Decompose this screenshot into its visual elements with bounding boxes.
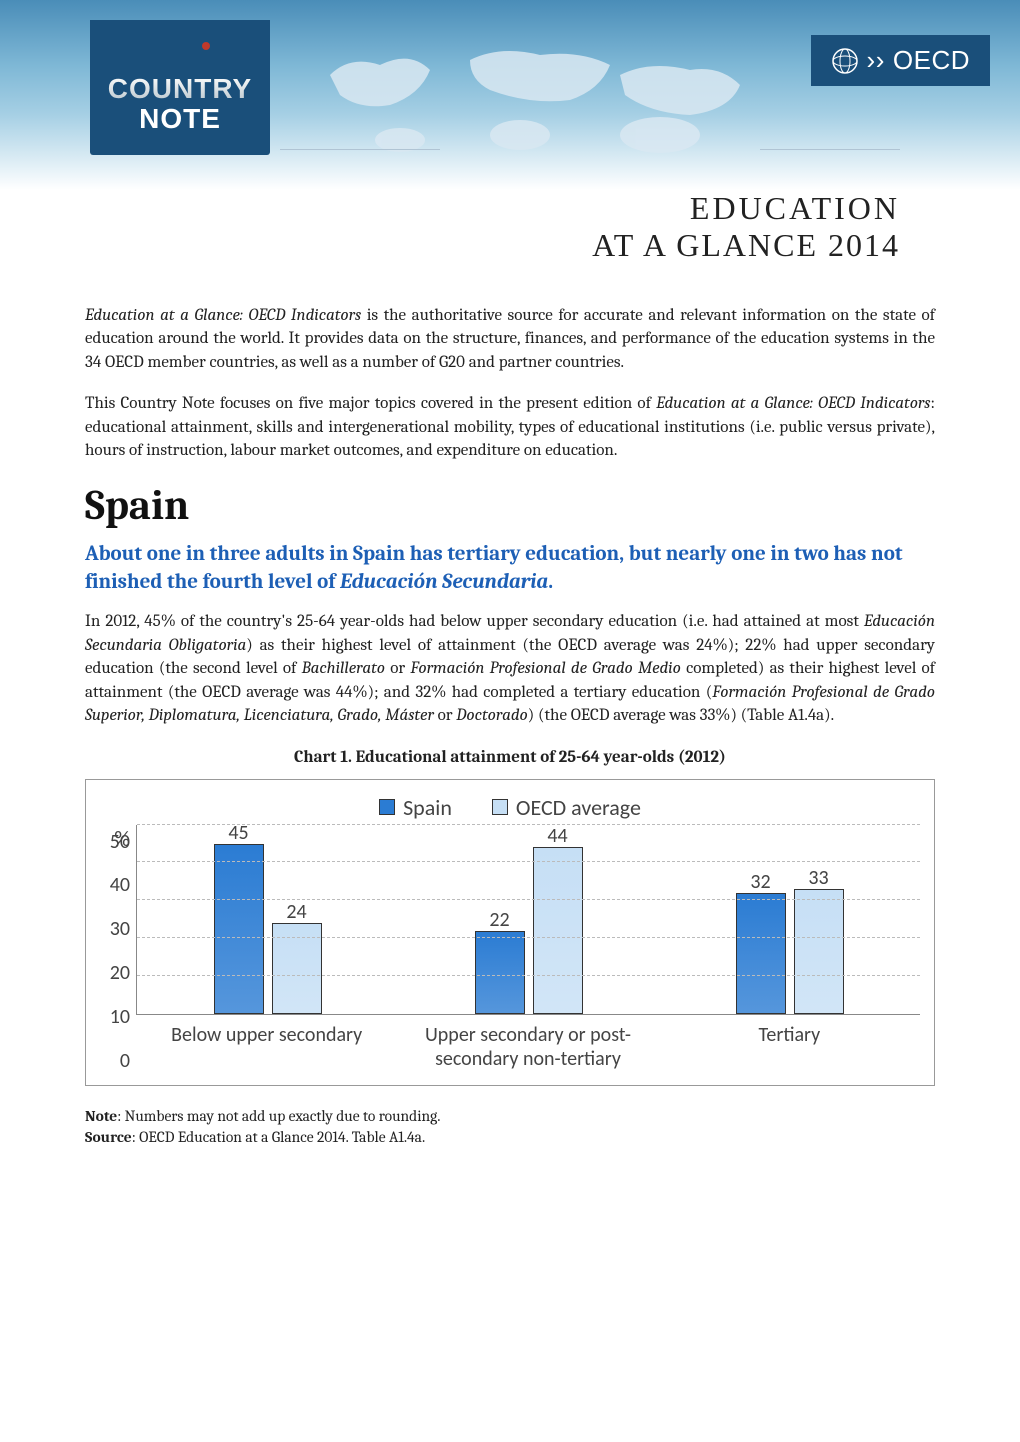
badge-line2: NOTE: [139, 105, 221, 133]
source-label: Source: [85, 1128, 132, 1146]
red-dot-icon: [202, 42, 210, 50]
badge-line1: COUNTRY: [108, 75, 252, 103]
x-axis-label: Upper secondary or post-secondary non-te…: [397, 1023, 658, 1071]
grid-line: [137, 861, 920, 862]
legend-item: Spain: [379, 794, 452, 821]
oecd-logo-badge: ›› OECD: [811, 35, 990, 86]
intro-paragraph-2: This Country Note focuses on five major …: [85, 392, 935, 462]
grid-line: [137, 937, 920, 938]
legend-label: OECD average: [516, 794, 641, 821]
chart-bar: 32: [736, 893, 786, 1014]
chart-bar: 22: [475, 931, 525, 1014]
x-axis-label: Tertiary: [659, 1023, 920, 1071]
grid-line: [137, 975, 920, 976]
chart-legend: Spain OECD average: [100, 794, 920, 821]
bar-value-label: 22: [476, 908, 524, 932]
bar-value-label: 33: [795, 866, 843, 890]
intro-paragraph-1: Education at a Glance: OECD Indicators i…: [85, 304, 935, 374]
note-label: Note: [85, 1107, 117, 1125]
chart-bar: 33: [794, 889, 844, 1014]
chart-footnote: Note: Numbers may not add up exactly due…: [85, 1106, 935, 1149]
bar-group: 45 24: [137, 825, 398, 1014]
country-note-badge: COUNTRY NOTE: [90, 20, 270, 155]
chart-bar: 45: [214, 844, 264, 1014]
bar-value-label: 32: [737, 870, 785, 894]
chart-bar: 44: [533, 847, 583, 1013]
oecd-chevrons-icon: ››: [867, 45, 885, 76]
grid-line: [137, 824, 920, 825]
divider-line: [760, 149, 900, 150]
section-heading: About one in three adults in Spain has t…: [85, 540, 935, 597]
world-map-icon: [320, 35, 750, 175]
bar-value-label: 24: [273, 900, 321, 924]
note-text: : Numbers may not add up exactly due to …: [117, 1107, 440, 1125]
legend-swatch-icon: [379, 799, 395, 815]
chart-title: Chart 1. Educational attainment of 25-64…: [85, 748, 935, 767]
bar-value-label: 44: [534, 824, 582, 848]
oecd-text: OECD: [893, 45, 970, 76]
body-paragraph: In 2012, 45% of the country's 25-64 year…: [85, 610, 935, 727]
x-axis-labels: Below upper secondaryUpper secondary or …: [136, 1023, 920, 1071]
bar-group: 2244: [398, 825, 659, 1014]
grid-line: [137, 899, 920, 900]
y-axis-labels: 50403020100: [100, 852, 136, 1071]
legend-swatch-icon: [492, 799, 508, 815]
x-axis-label: Below upper secondary: [136, 1023, 397, 1071]
content-body: Education at a Glance: OECD Indicators i…: [0, 294, 1020, 1189]
document-title: EDUCATION AT A GLANCE 2014: [0, 190, 1020, 294]
legend-label: Spain: [403, 794, 452, 821]
title-line2: AT A GLANCE 2014: [0, 227, 900, 264]
country-heading: Spain: [85, 481, 935, 530]
title-line1: EDUCATION: [0, 190, 900, 227]
divider-line: [280, 149, 440, 150]
header-banner: COUNTRY NOTE ›› OECD: [0, 0, 1020, 190]
legend-item: OECD average: [492, 794, 641, 821]
bar-group: 3233: [659, 825, 920, 1014]
chart-container: SpainOECD average % 50403020100 45242244…: [85, 779, 935, 1086]
oecd-globe-icon: [831, 47, 859, 75]
chart-plot-area: 452422443233: [136, 825, 920, 1015]
source-text: : OECD Education at a Glance 2014. Table…: [132, 1128, 425, 1146]
